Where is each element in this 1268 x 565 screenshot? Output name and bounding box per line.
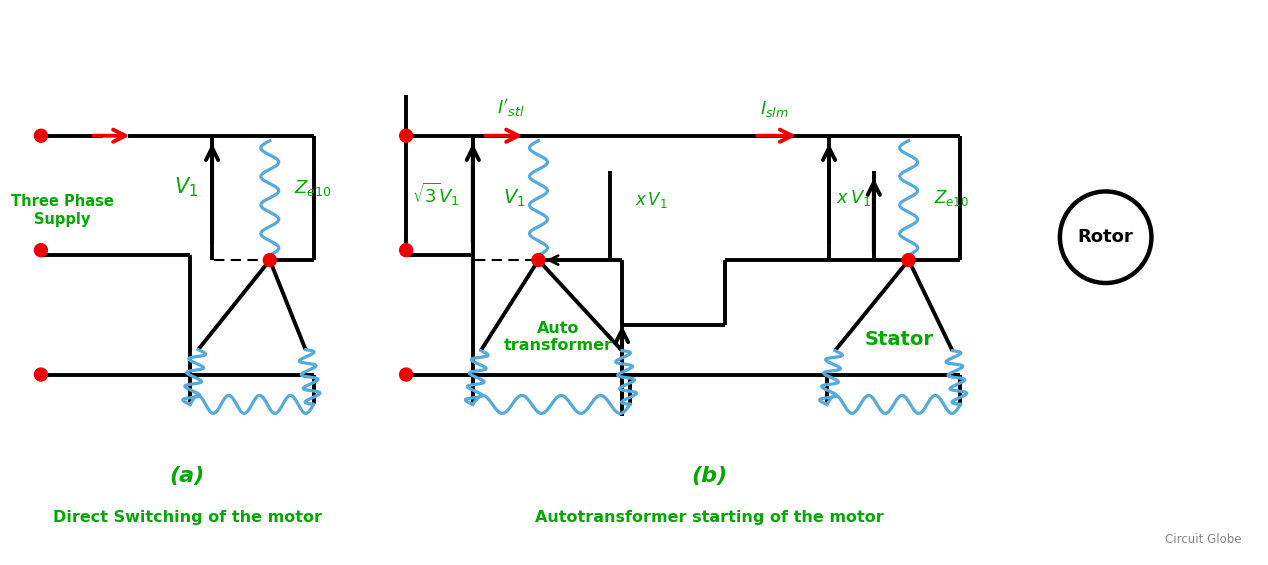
Text: $\sqrt{3}V_1$: $\sqrt{3}V_1$ — [412, 181, 460, 208]
Text: Rotor: Rotor — [1078, 228, 1134, 246]
Text: $I_{slm}$: $I_{slm}$ — [760, 99, 789, 119]
Circle shape — [902, 254, 915, 267]
Text: $x\,V_1$: $x\,V_1$ — [837, 188, 871, 208]
Circle shape — [34, 368, 47, 381]
Circle shape — [399, 244, 412, 257]
Circle shape — [399, 129, 412, 142]
Text: Auto
transformer: Auto transformer — [503, 320, 612, 353]
Circle shape — [399, 368, 412, 381]
Circle shape — [264, 254, 276, 267]
Circle shape — [533, 254, 545, 267]
Text: Stator: Stator — [865, 330, 933, 349]
Text: $I'_{stl}$: $I'_{stl}$ — [497, 97, 525, 119]
Text: Three Phase
Supply: Three Phase Supply — [11, 194, 114, 227]
Text: $Z_{e10}$: $Z_{e10}$ — [294, 179, 331, 198]
Circle shape — [34, 129, 47, 142]
Text: $x\,V_1$: $x\,V_1$ — [635, 190, 668, 210]
Text: Circuit Globe: Circuit Globe — [1165, 533, 1241, 546]
Text: $V_1$: $V_1$ — [174, 176, 198, 199]
Text: $Z_{e10}$: $Z_{e10}$ — [933, 188, 969, 208]
Text: Autotransformer starting of the motor: Autotransformer starting of the motor — [535, 510, 884, 525]
Text: $V_1$: $V_1$ — [503, 188, 526, 208]
Circle shape — [34, 244, 47, 257]
Text: (b): (b) — [691, 466, 728, 486]
Text: (a): (a) — [170, 466, 205, 486]
Text: Direct Switching of the motor: Direct Switching of the motor — [53, 510, 322, 525]
